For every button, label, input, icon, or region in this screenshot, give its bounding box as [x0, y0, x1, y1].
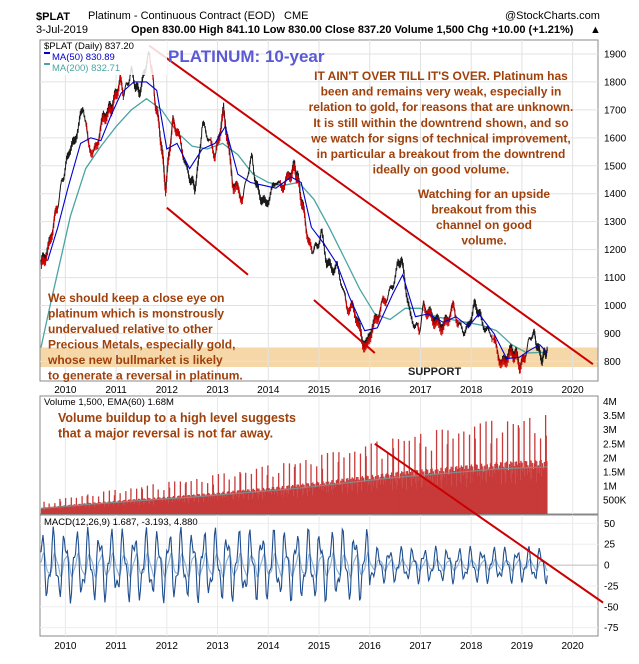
price-tick-label: 1400: [604, 189, 627, 200]
volume-ema-line: [40, 466, 548, 509]
x-tick-label: 2010: [54, 385, 77, 396]
annotation-line: IT AIN'T OVER TILL IT'S OVER. Platinum h…: [314, 69, 568, 83]
price-tick-label: 1900: [604, 49, 627, 60]
annotation-line: platinum which is monstrously: [48, 307, 224, 321]
macd-tick-label: 50: [604, 519, 616, 530]
macd-legend: MACD(12,26,9) 1.687, -3.193, 4.880: [44, 517, 198, 528]
macd-panel: -75 -50 -25 0 25 50 2010 2011 2012 2013 2014 2015 2…: [39, 514, 619, 652]
volume-panel: 500K 1M 1.5M 2M 2.5M 3M 3.5M 4M Volume 1,500, E…: [39, 395, 627, 515]
volume-tick-label: 500K: [603, 495, 627, 506]
macd-line: [40, 526, 548, 604]
x-tick-label: 2016: [359, 385, 382, 396]
price-tick-label: 1600: [604, 133, 627, 144]
annotation-undervalued: We should keep a close eye on platinum wh…: [47, 291, 243, 383]
annotation-line: to generate a reversal in platinum.: [48, 369, 243, 383]
instrument-name: Platinum - Continuous Contract (EOD): [88, 10, 275, 22]
x-tick-label: 2018: [460, 385, 483, 396]
x-tick-label: 2011: [105, 385, 127, 396]
x-tick-label: 2019: [511, 385, 534, 396]
x-tick-label: 2014: [257, 385, 280, 396]
annotation-line: Watching for an upside: [418, 187, 551, 201]
trendline: [313, 299, 376, 354]
macd-tick-label: 25: [604, 540, 616, 551]
annotation-line: Volume buildup to a high level suggests: [58, 411, 296, 425]
x-tick-label: 2012: [156, 385, 179, 396]
annotation-breakout: Watching for an upside breakout from this…: [418, 187, 551, 248]
ticker-symbol: $PLAT: [36, 11, 70, 23]
volume-tick-label: 2.5M: [603, 439, 625, 450]
x-tick-label: 2020: [562, 385, 585, 396]
trendline: [148, 44, 594, 366]
chart-title: PLATINUM: 10-year: [168, 47, 325, 66]
x-tick-label: 2017: [409, 385, 432, 396]
annotation-line: ideally on good volume.: [373, 163, 510, 177]
annotation-line: in particular a breakout from the downtr…: [317, 147, 566, 161]
volume-legend: Volume 1,500, EMA(60) 1.68M: [44, 397, 174, 408]
annotation-volume: Volume buildup to a high level suggests t…: [58, 411, 296, 441]
volume-tick-label: 2M: [603, 453, 617, 464]
annotation-top: IT AIN'T OVER TILL IT'S OVER. Platinum h…: [309, 69, 574, 177]
annotation-line: volume.: [461, 234, 506, 248]
up-arrow-icon: ▲: [590, 24, 601, 36]
x-tick-label: 2012: [156, 641, 179, 652]
price-tick-label: 1300: [604, 217, 627, 228]
x-tick-label: 2010: [54, 641, 77, 652]
volume-tick-label: 1.5M: [603, 467, 625, 478]
x-tick-label: 2014: [257, 641, 280, 652]
price-down-bars: [40, 53, 526, 374]
exchange-label: CME: [284, 10, 308, 22]
macd-signal-line: [40, 550, 548, 580]
quote-line: Open 830.00 High 841.10 Low 830.00 Close…: [131, 24, 574, 36]
volume-tick-label: 1M: [603, 481, 617, 492]
volume-tick-label: 3.5M: [603, 411, 625, 422]
volume-tick-label: 3M: [603, 425, 617, 436]
price-tick-label: 1100: [604, 273, 626, 284]
x-tick-label: 2011: [105, 641, 127, 652]
annotation-line: breakout from this: [431, 203, 537, 217]
macd-tick-label: -50: [604, 602, 619, 613]
price-tick-label: 1200: [604, 245, 627, 256]
legend-price: $PLAT (Daily) 837.20: [44, 41, 134, 52]
price-tick-label: 1500: [604, 161, 627, 172]
x-tick-label: 2017: [409, 641, 432, 652]
legend-ma50: MA(50) 830.89: [52, 52, 115, 63]
legend-ma200: MA(200) 832.71: [52, 63, 120, 74]
annotation-line: that a major reversal is not far away.: [58, 427, 273, 441]
annotation-line: we watch for signs of technical improvem…: [310, 131, 570, 145]
annotation-line: been and remains very weak, especially i…: [321, 85, 562, 99]
trendline: [166, 206, 249, 276]
x-tick-label: 2013: [206, 641, 229, 652]
macd-tick-label: 0: [604, 561, 610, 572]
ma50-line: [47, 81, 548, 360]
price-tick-label: 900: [604, 329, 621, 340]
watermark: @StockCharts.com: [505, 10, 600, 22]
x-tick-label: 2016: [359, 641, 382, 652]
annotation-line: It is still within the downtrend shown, …: [313, 116, 568, 130]
quote-date: 3-Jul-2019: [36, 24, 88, 36]
annotation-line: channel on good: [436, 218, 532, 232]
x-tick-label: 2015: [308, 385, 331, 396]
annotation-line: whose new bullmarket is likely: [47, 353, 223, 367]
macd-tick-label: -75: [604, 623, 619, 634]
annotation-line: undervalued relative to other: [48, 322, 213, 336]
x-tick-label: 2013: [206, 385, 229, 396]
x-tick-label: 2020: [562, 641, 585, 652]
price-tick-label: 1700: [604, 105, 627, 116]
x-tick-label: 2018: [460, 641, 483, 652]
annotation-line: We should keep a close eye on: [48, 291, 225, 305]
price-tick-label: 800: [604, 357, 621, 368]
price-panel: 800 900 1000 1100 1200 1300 1400 1500 1600 1700 18…: [39, 39, 627, 396]
x-tick-label: 2015: [308, 641, 331, 652]
annotation-line: relation to gold, for reasons that are u…: [309, 100, 574, 114]
macd-tick-label: -25: [604, 581, 619, 592]
volume-tick-label: 4M: [603, 397, 617, 408]
extended-trendline: [374, 442, 604, 604]
price-tick-label: 1000: [604, 301, 627, 312]
price-tick-label: 1800: [604, 77, 627, 88]
support-label: SUPPORT: [408, 366, 461, 378]
annotation-line: Precious Metals, especially gold,: [48, 338, 235, 352]
x-tick-label: 2019: [511, 641, 534, 652]
